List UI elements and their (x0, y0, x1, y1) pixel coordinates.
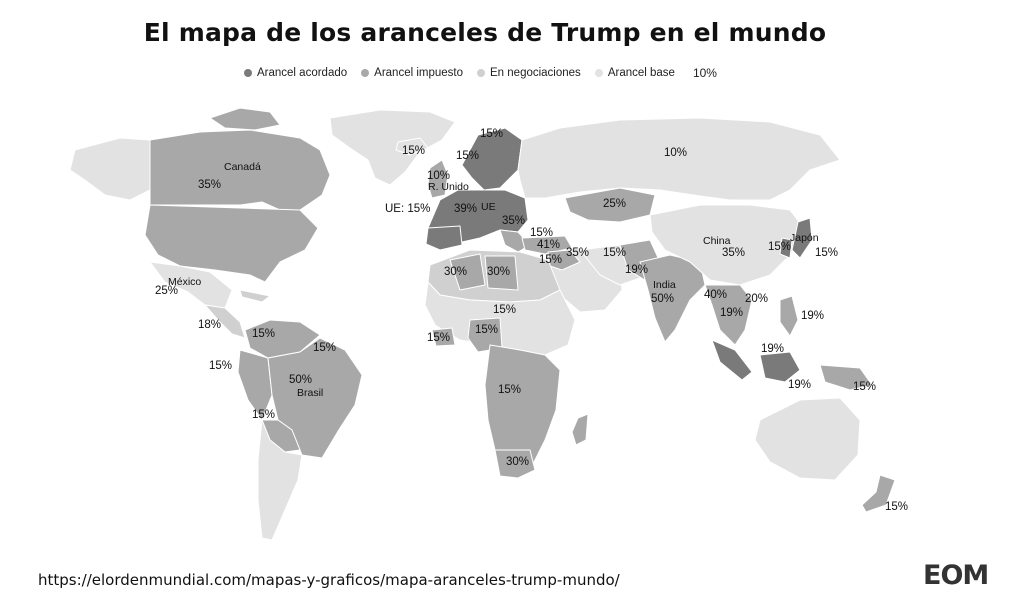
label-venezuela-rate: 15% (252, 328, 275, 340)
label-ecuador-rate: 15% (209, 360, 232, 372)
label-canada-rate: 35% (198, 179, 221, 191)
label-thailand-rate: 19% (720, 307, 743, 319)
label-eu-name: UE (481, 201, 496, 213)
region-iceland (395, 137, 429, 156)
label-vietnam-rate: 20% (745, 293, 768, 305)
label-turkey-rate: 15% (530, 227, 553, 239)
region-caribbean (239, 289, 271, 303)
label-serbia-rate: 35% (502, 215, 525, 227)
region-china (649, 204, 806, 286)
label-syria-rate: 41% (537, 239, 560, 251)
label-canada-name: Canadá (224, 161, 261, 173)
region-south-america-north (244, 319, 321, 359)
region-philippines (779, 295, 799, 337)
legend-label: En negociaciones (490, 67, 581, 79)
label-afghanistan-rate: 15% (603, 247, 626, 259)
label-bolivia-rate: 15% (252, 409, 275, 421)
label-myanmar-rate: 40% (704, 289, 727, 301)
region-australia (754, 397, 861, 481)
legend-dot-base (594, 69, 603, 77)
label-uk-name: R. Unido (428, 181, 469, 193)
label-scandinavia-rate: 15% (480, 128, 503, 140)
region-canada-islands (209, 107, 281, 131)
label-brazil-name: Brasil (297, 387, 323, 399)
legend-dot-negociaciones (477, 69, 486, 77)
legend: Arancel acordado Arancel impuesto En neg… (244, 66, 717, 80)
region-south-africa (494, 449, 536, 479)
region-greenland (329, 109, 456, 186)
label-china-rate: 35% (722, 247, 745, 259)
label-india-rate: 50% (651, 293, 674, 305)
label-central-america-rate: 18% (198, 319, 221, 331)
region-kazakhstan (564, 187, 656, 223)
eom-logo: EOM (923, 560, 989, 591)
legend-item-impuesto: Arancel impuesto (361, 67, 463, 79)
legend-item-base: Arancel base (594, 67, 675, 79)
label-russia-rate: 10% (664, 147, 687, 159)
label-eu-rate: UE: 15% (385, 203, 430, 215)
region-japan (791, 217, 813, 259)
label-norway-rate: 15% (456, 150, 479, 162)
legend-item-acordado: Arancel acordado (244, 67, 347, 79)
label-algeria-rate: 30% (444, 266, 467, 278)
region-southern-cone (257, 419, 303, 541)
label-japan-rate: 15% (815, 247, 838, 259)
label-japan-name: Japón (790, 232, 819, 244)
label-nigeria-rate: 15% (475, 324, 498, 336)
label-switzerland-rate: 39% (454, 203, 477, 215)
label-mexico-rate: 25% (155, 285, 178, 297)
region-russia (517, 117, 841, 201)
legend-dot-acordado (244, 69, 252, 77)
region-korea (779, 237, 793, 259)
label-greenland-rate: 15% (402, 145, 425, 157)
label-china-name: China (703, 235, 731, 247)
label-malaysia-rate: 19% (761, 343, 784, 355)
region-indonesia (711, 339, 753, 381)
label-new-zealand-rate: 15% (885, 501, 908, 513)
label-uk-rate: 10% (427, 170, 450, 182)
label-philippines-rate: 19% (801, 310, 824, 322)
label-south-africa-rate: 30% (506, 456, 529, 468)
region-libya (484, 255, 519, 291)
region-iberia (425, 225, 463, 251)
legend-base-value: 10% (692, 66, 717, 80)
region-uk (427, 159, 449, 199)
region-central-africa (484, 344, 561, 477)
legend-dot-impuesto (361, 69, 370, 77)
region-indonesia-east (759, 351, 801, 383)
label-korea-rate: 15% (768, 241, 791, 253)
region-papua (819, 364, 873, 391)
label-kazakhstan-rate: 25% (603, 198, 626, 210)
region-cote-ivoire (431, 327, 456, 347)
label-chad-rate: 15% (493, 304, 516, 316)
label-mexico-name: México (168, 276, 201, 288)
label-iraq-rate: 35% (566, 247, 589, 259)
source-link[interactable]: https://elordenmundial.com/mapas-y-grafi… (38, 571, 620, 589)
legend-label: Arancel impuesto (374, 67, 464, 79)
label-israel-rate: 15% (539, 254, 562, 266)
label-india-name: India (653, 279, 676, 291)
region-new-zealand (861, 474, 896, 513)
region-usa (144, 204, 319, 283)
region-southeast-asia (704, 284, 753, 346)
region-madagascar (571, 413, 589, 446)
region-central-america (204, 304, 246, 339)
map-title: El mapa de los aranceles de Trump en el … (143, 18, 827, 47)
label-libya-rate: 30% (487, 266, 510, 278)
legend-item-negociaciones: En negociaciones (477, 67, 581, 79)
label-indonesia-rate: 19% (788, 379, 811, 391)
legend-label: Arancel acordado (257, 67, 348, 79)
label-guyana-rate: 15% (313, 342, 336, 354)
label-papua-rate: 15% (853, 381, 876, 393)
region-algeria (449, 253, 486, 291)
region-balkans (499, 229, 531, 253)
label-pakistan-rate: 19% (625, 264, 648, 276)
label-cote-ivoire-rate: 15% (427, 332, 450, 344)
label-angola-rate: 15% (498, 384, 521, 396)
label-brazil-rate: 50% (289, 374, 312, 386)
legend-label: Arancel base (607, 67, 675, 79)
region-alaska (69, 137, 151, 201)
